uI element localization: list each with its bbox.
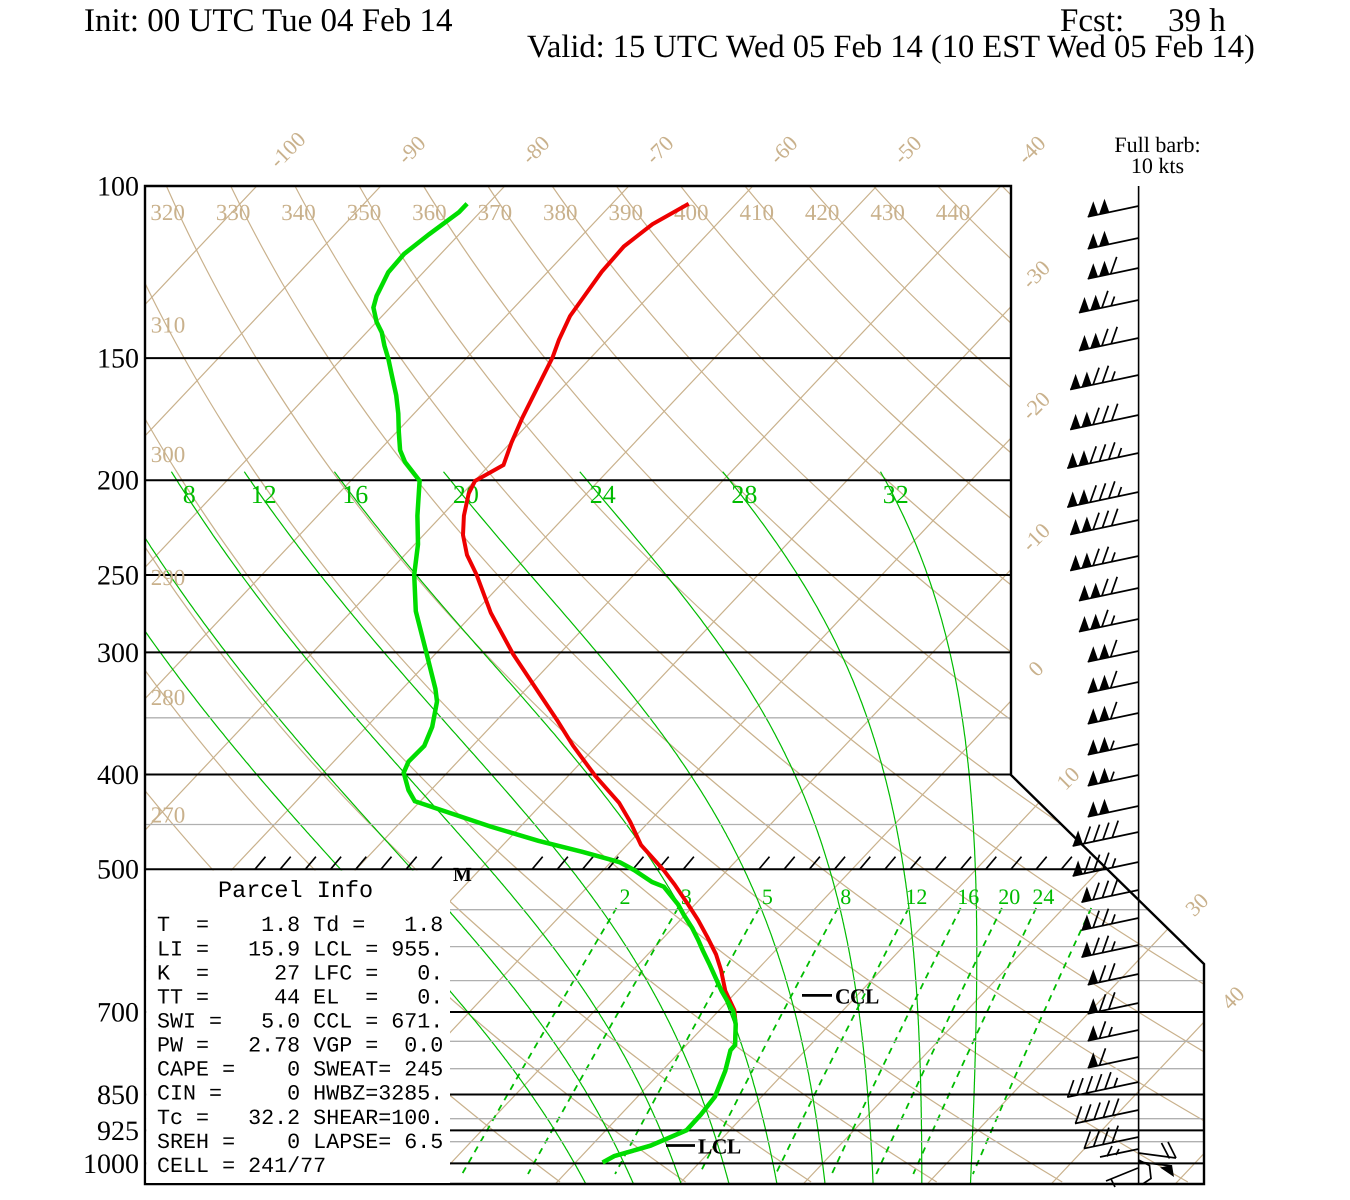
svg-text:3: 3 [681,884,692,909]
svg-text:SREH = 0 LAPSE= 6.5: SREH = 0 LAPSE= 6.5 [157,1130,443,1155]
svg-text:Tc = 32.2 SHEAR=100.: Tc = 32.2 SHEAR=100. [157,1106,443,1131]
svg-text:360: 360 [412,200,447,225]
svg-text:420: 420 [805,200,840,225]
svg-text:K = 27 LFC = 0.: K = 27 LFC = 0. [157,961,443,986]
svg-text:32: 32 [883,480,909,509]
svg-text:8: 8 [840,884,851,909]
svg-text:300: 300 [151,442,186,467]
svg-text:12: 12 [905,884,927,909]
svg-text:5: 5 [762,884,773,909]
svg-text:CCL: CCL [835,984,879,1008]
svg-text:24: 24 [590,480,616,509]
svg-text:M: M [453,864,472,886]
svg-text:10 kts: 10 kts [1131,153,1184,178]
svg-text:LI = 15.9 LCL = 955.: LI = 15.9 LCL = 955. [157,937,443,962]
svg-text:Fcst:: Fcst: [1060,3,1124,39]
svg-text:300: 300 [97,638,139,669]
svg-text:16: 16 [957,884,979,909]
svg-text:150: 150 [97,344,139,375]
svg-text:12: 12 [251,480,277,509]
svg-text:440: 440 [936,200,971,225]
svg-text:100: 100 [97,172,139,203]
svg-text:250: 250 [97,561,139,592]
svg-text:39 h: 39 h [1168,3,1226,39]
svg-text:200: 200 [97,466,139,497]
svg-text:LCL: LCL [698,1135,741,1159]
svg-text:410: 410 [739,200,774,225]
svg-text:28: 28 [731,480,757,509]
svg-text:320: 320 [150,200,185,225]
svg-text:Parcel Info: Parcel Info [218,878,373,905]
svg-text:16: 16 [342,480,368,509]
svg-text:CELL = 241/77: CELL = 241/77 [157,1154,326,1179]
svg-text:290: 290 [151,565,186,590]
svg-text:430: 430 [870,200,905,225]
svg-text:1000: 1000 [83,1149,139,1180]
svg-text:350: 350 [347,200,382,225]
svg-text:340: 340 [281,200,316,225]
svg-text:T = 1.8 Td = 1.8: T = 1.8 Td = 1.8 [157,913,443,938]
svg-text:20: 20 [998,884,1020,909]
svg-text:330: 330 [216,200,251,225]
svg-text:TT = 44 EL = 0.: TT = 44 EL = 0. [157,985,443,1010]
svg-text:700: 700 [97,998,139,1029]
svg-text:925: 925 [97,1116,139,1147]
svg-text:850: 850 [97,1080,139,1111]
svg-text:500: 500 [97,855,139,886]
svg-text:380: 380 [543,200,578,225]
svg-text:Init: 00 UTC Tue 04 Feb 14: Init: 00 UTC Tue 04 Feb 14 [84,3,453,39]
svg-text:400: 400 [97,760,139,791]
svg-text:CIN = 0 HWBZ=3285.: CIN = 0 HWBZ=3285. [157,1082,443,1107]
svg-text:390: 390 [609,200,644,225]
svg-text:PW = 2.78 VGP = 0.0: PW = 2.78 VGP = 0.0 [157,1034,443,1059]
svg-text:Valid: 15 UTC Wed 05 Feb 14 (1: Valid: 15 UTC Wed 05 Feb 14 (10 EST Wed … [527,29,1255,65]
svg-text:CAPE = 0 SWEAT= 245: CAPE = 0 SWEAT= 245 [157,1058,443,1083]
svg-text:8: 8 [183,480,196,509]
svg-text:2: 2 [620,884,631,909]
svg-text:370: 370 [478,200,513,225]
svg-text:280: 280 [151,685,186,710]
svg-text:400: 400 [674,200,709,225]
svg-text:310: 310 [151,312,186,337]
svg-text:Full barb:: Full barb: [1114,132,1200,157]
svg-text:24: 24 [1032,884,1054,909]
svg-text:SWI = 5.0 CCL = 671.: SWI = 5.0 CCL = 671. [157,1010,443,1035]
svg-text:270: 270 [151,803,186,828]
